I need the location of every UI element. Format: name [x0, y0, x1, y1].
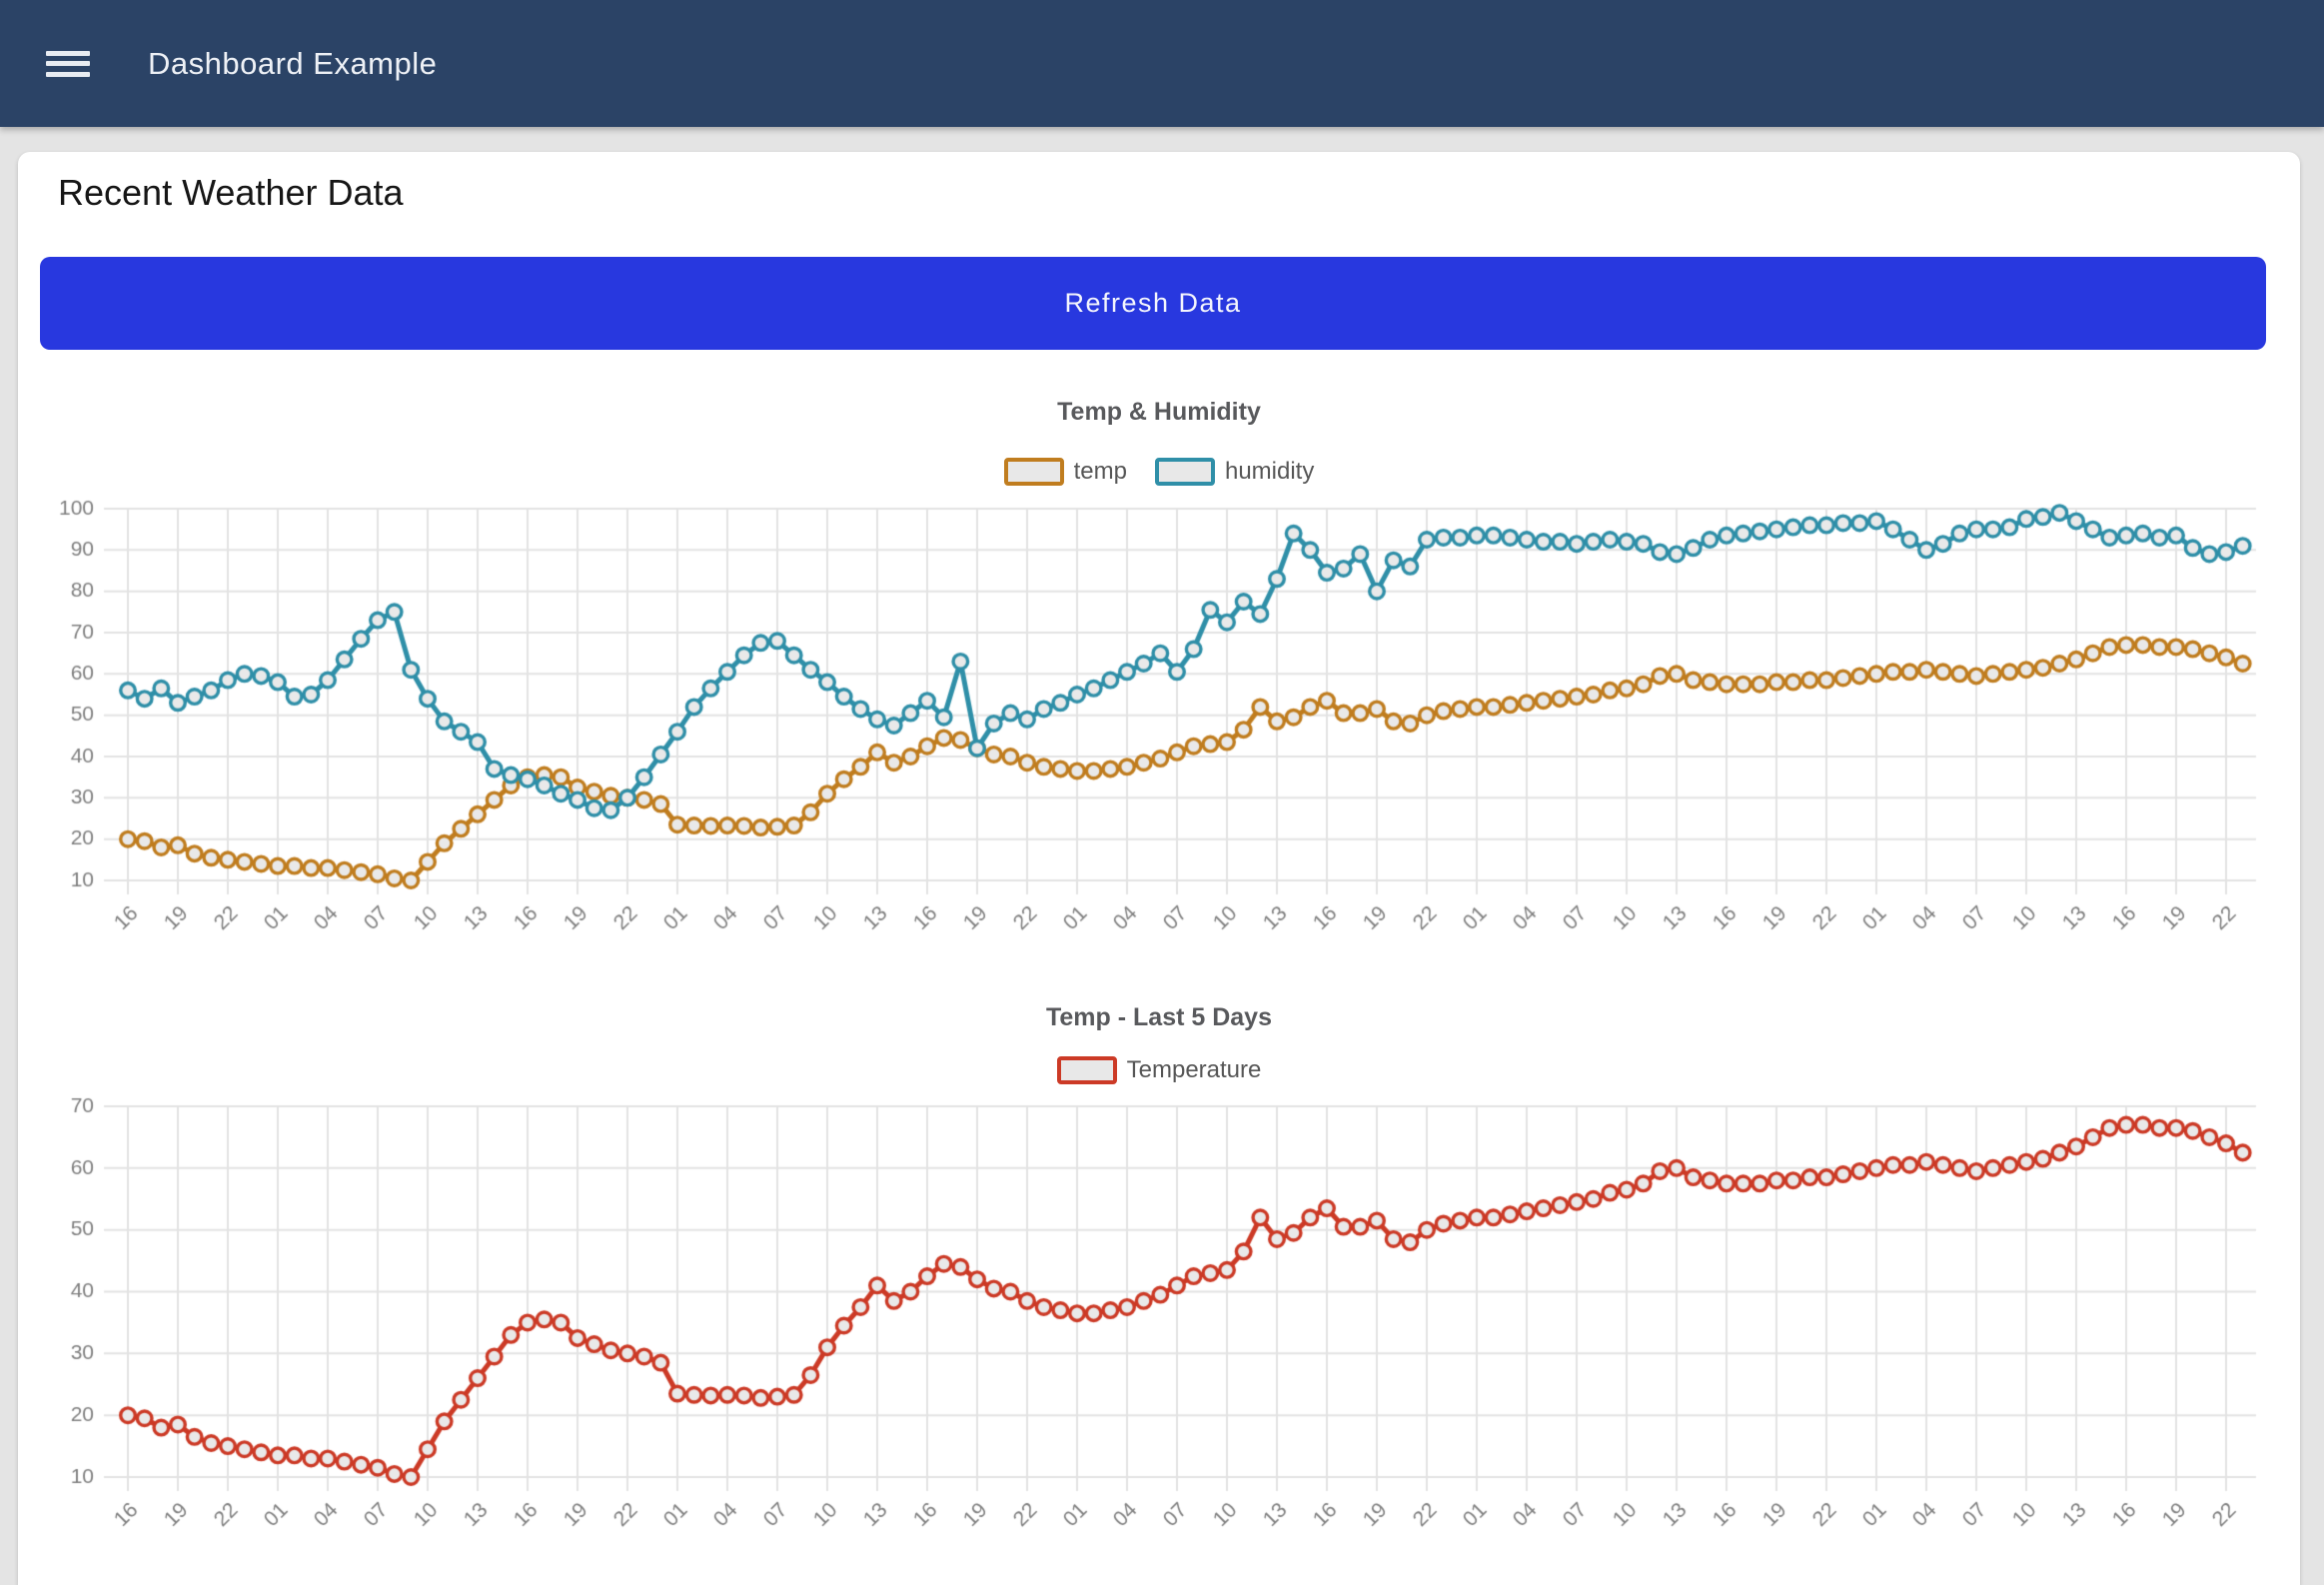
app-header: Dashboard Example: [0, 0, 2324, 127]
temp-last5days-chart-canvas: [0, 1089, 2324, 1585]
legend-item-temperature[interactable]: Temperature: [1056, 1056, 1262, 1084]
hamburger-bar: [46, 71, 90, 77]
chart2-legend: Temperature: [18, 1056, 2300, 1084]
temp-humidity-chart-canvas: [0, 478, 2324, 977]
temperature-legend-label: Temperature: [1126, 1056, 1262, 1083]
hamburger-bar: [46, 50, 90, 56]
chart2-title: Temp - Last 5 Days: [1045, 1003, 1272, 1031]
hamburger-bar: [46, 61, 90, 66]
app-title: Dashboard Example: [148, 45, 438, 81]
refresh-data-button[interactable]: Refresh Data: [40, 257, 2266, 350]
page-title: Recent Weather Data: [58, 172, 404, 213]
hamburger-menu-icon[interactable]: [46, 50, 90, 77]
temperature-legend-swatch: [1056, 1056, 1117, 1084]
chart1-title: Temp & Humidity: [1057, 398, 1261, 426]
